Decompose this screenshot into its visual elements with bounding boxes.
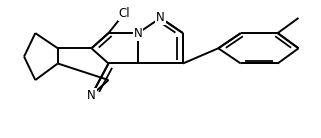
Text: N: N: [87, 89, 96, 102]
Text: N: N: [156, 11, 165, 24]
Text: N: N: [134, 27, 143, 40]
Text: Cl: Cl: [119, 7, 130, 20]
